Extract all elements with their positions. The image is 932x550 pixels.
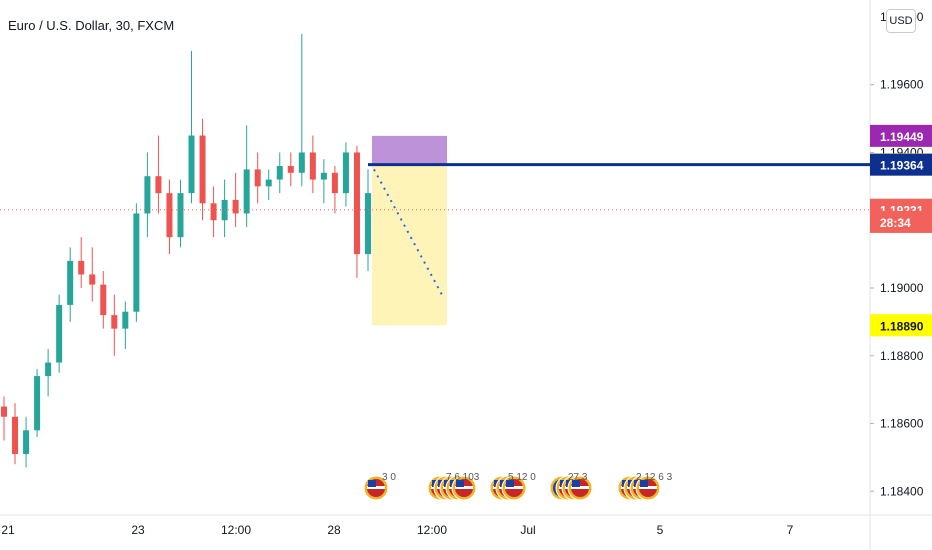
x-tick-label: Jul (520, 523, 535, 537)
y-tick-label: 1.18800 (880, 349, 924, 363)
event-marker-group[interactable]: 3 0 (363, 472, 396, 501)
candle-body (155, 176, 162, 194)
candle-body (254, 169, 261, 187)
event-counts: 2 12 6 3 (636, 472, 673, 483)
y-tick-label: 1.18600 (880, 417, 924, 431)
candle-body (210, 203, 217, 221)
x-tick-label: 21 (1, 523, 15, 537)
us-flag-stripe (505, 486, 523, 489)
x-tick-label: 23 (131, 523, 145, 537)
us-flag-stripe (639, 486, 657, 489)
candle-body (12, 416, 19, 455)
us-flag-canton (640, 480, 648, 487)
event-markers[interactable]: 3 0 7 6 103 5 12 0 27 3 2 12 6 3 (363, 472, 673, 501)
candle-body (100, 284, 107, 316)
candle-body (122, 311, 129, 329)
projection-path (373, 168, 443, 296)
candle-body (309, 152, 316, 180)
event-marker-group[interactable]: 5 12 0 (489, 472, 536, 501)
event-counts: 27 3 (568, 472, 588, 483)
event-marker-group[interactable]: 2 12 6 3 (617, 472, 673, 501)
candle-body (177, 193, 184, 238)
take-profit-zone[interactable] (372, 164, 447, 326)
candle-body (298, 152, 305, 173)
us-flag-canton (506, 480, 514, 487)
stop-loss-zone[interactable] (372, 135, 447, 165)
y-tick-label: 1.19600 (880, 78, 924, 92)
candle-body (34, 376, 41, 431)
y-tick-label: 1.18400 (880, 484, 924, 498)
price-label-text: 28:34 (880, 216, 911, 230)
candle-body (199, 135, 206, 204)
chart-title: Euro / U.S. Dollar, 30, FXCM (8, 18, 175, 33)
event-counts: 7 6 103 (446, 472, 480, 483)
x-tick-label: 5 (657, 523, 664, 537)
us-flag-stripe (367, 486, 385, 489)
candle-body (188, 135, 195, 194)
event-counts: 3 0 (382, 472, 396, 483)
x-tick-label: 12:00 (221, 523, 251, 537)
us-flag-stripe (571, 486, 589, 489)
candle-body (320, 172, 327, 180)
candle-body (56, 304, 63, 363)
candle-body (276, 166, 283, 180)
price-label-badge (870, 124, 932, 147)
candle-body (144, 176, 151, 214)
us-flag-stripe (455, 486, 473, 489)
candle-body (353, 152, 360, 255)
x-tick-label: 7 (787, 523, 794, 537)
candle-body (45, 362, 52, 377)
x-tick-label: 12:00 (417, 523, 447, 537)
candle-body (78, 260, 85, 275)
candle-body (265, 179, 272, 187)
candle-body (342, 152, 349, 194)
candle-body (67, 260, 74, 305)
price-label-text: 1.18890 (880, 319, 924, 333)
y-tick-label: 1.19000 (880, 281, 924, 295)
event-marker-group[interactable]: 27 3 (549, 472, 593, 501)
event-counts: 5 12 0 (508, 472, 536, 483)
us-flag-canton (572, 480, 580, 487)
price-label-text: 1.19364 (880, 159, 924, 173)
candle-body (89, 274, 96, 285)
price-label-badge (870, 314, 932, 337)
overlays (0, 163, 870, 296)
candle-body (243, 169, 250, 214)
candle-body (365, 193, 371, 255)
candle-body (166, 193, 173, 238)
price-label-badge (870, 153, 932, 176)
candle-body (232, 199, 239, 214)
us-flag-canton (456, 480, 464, 487)
event-marker-group[interactable]: 7 6 103 (427, 472, 480, 501)
candle-body (1, 406, 7, 417)
axes: 1.196001.194001.192001.190001.188001.186… (1, 10, 932, 537)
candle-body (23, 430, 30, 455)
candle-body (331, 172, 338, 194)
position-tool[interactable] (372, 135, 447, 326)
x-tick-label: 28 (327, 523, 341, 537)
candles (1, 33, 371, 468)
currency-button[interactable]: USD (886, 9, 916, 33)
candle-body (111, 315, 118, 329)
candle-body (287, 166, 294, 173)
us-flag-canton (368, 480, 376, 487)
price-label-badge (870, 210, 932, 233)
price-label-text: 1.19449 (880, 130, 924, 144)
candle-body (133, 213, 140, 312)
